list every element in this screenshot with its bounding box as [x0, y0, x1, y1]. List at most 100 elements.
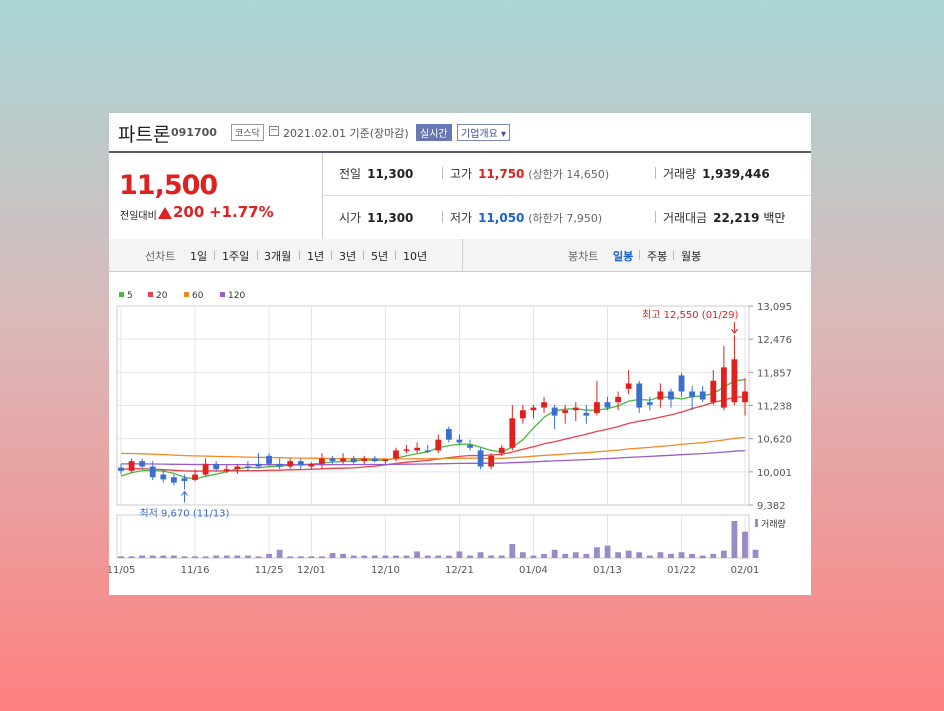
tab-10years[interactable]: 10년 — [403, 250, 428, 263]
candle-body — [234, 466, 241, 470]
divider — [462, 239, 463, 271]
legend-label: 20 — [156, 291, 168, 301]
candle-body — [255, 463, 262, 467]
candle-body — [488, 455, 495, 467]
divider — [363, 250, 364, 260]
tab-3years[interactable]: 3년 — [339, 250, 357, 263]
volume-bar — [371, 555, 378, 558]
volume-bar — [350, 555, 357, 558]
candle-body — [308, 463, 315, 467]
tab-1year[interactable]: 1년 — [307, 250, 325, 263]
volume-bar — [456, 551, 463, 558]
candle-body — [678, 375, 685, 392]
low-arrow-head — [181, 490, 188, 496]
x-tick-label: 11/05 — [109, 565, 135, 576]
low-value: 11,050 — [478, 211, 525, 225]
amount-value: 22,219 — [713, 211, 760, 225]
tab-1week[interactable]: 1주일 — [222, 250, 250, 263]
candle-body — [742, 391, 748, 403]
candle-body — [604, 402, 611, 408]
candle-body — [192, 474, 198, 480]
tab-monthly[interactable]: 월봉 — [681, 250, 702, 263]
volume-bar — [160, 555, 167, 558]
date-value: 2021.02.01 — [283, 127, 346, 140]
legend-label: 5 — [127, 291, 133, 301]
volume-bar — [361, 555, 368, 558]
high-arrow-head — [731, 328, 738, 335]
volume-bar — [530, 555, 537, 558]
day-low: 저가 11,050 (하한가 7,950) — [450, 209, 602, 226]
x-tick-label: 11/25 — [255, 565, 284, 576]
tab-3months[interactable]: 3개월 — [264, 250, 292, 263]
volume-bar — [276, 549, 283, 558]
x-tick-label: 01/04 — [519, 565, 548, 576]
stock-header: 파트론 091700 코스닥 2021.02.01 기준(장마감) 실시간 기업… — [109, 113, 811, 153]
candle-body — [615, 396, 621, 403]
candle-body — [245, 466, 251, 469]
ma20-line — [120, 395, 746, 472]
divider — [299, 250, 300, 260]
candle-body — [424, 450, 431, 452]
divider — [322, 195, 811, 196]
realtime-button[interactable]: 실시간 — [416, 124, 452, 141]
candle-body — [350, 458, 357, 463]
divider — [655, 211, 656, 223]
volume-bar — [562, 553, 569, 558]
y-tick-label: 11,857 — [757, 368, 792, 379]
candle-body — [720, 367, 727, 408]
candle-body — [202, 463, 209, 475]
high-label: 고가 — [450, 167, 473, 181]
volume-bar — [308, 556, 315, 558]
x-tick-label: 11/16 — [181, 565, 210, 576]
volume-bar — [297, 556, 304, 558]
candle-body — [340, 458, 347, 462]
upper-limit: (상한가 14,650) — [528, 168, 610, 181]
tab-1day[interactable]: 1일 — [190, 250, 208, 263]
volume-bar — [149, 555, 156, 558]
volume-bar — [742, 531, 748, 558]
volume-legend-swatch — [755, 519, 758, 527]
divider — [395, 250, 396, 260]
company-info-button[interactable]: 기업개요 ▾ — [457, 124, 511, 141]
day-high: 고가 11,750 (상한가 14,650) — [450, 165, 609, 182]
x-tick-label: 01/22 — [667, 565, 696, 576]
volume-bar — [720, 550, 727, 558]
volume-bar — [541, 553, 547, 558]
candle-body — [128, 461, 135, 471]
candle-body — [139, 461, 146, 467]
volume-bar — [424, 555, 431, 558]
trade-amount: 거래대금 22,219 백만 — [663, 209, 785, 226]
volume-bar — [435, 555, 442, 558]
y-tick-label: 13,095 — [757, 302, 792, 313]
candle-body — [509, 418, 516, 448]
candle-body — [689, 391, 696, 397]
divider — [655, 167, 656, 179]
volume-bar — [139, 555, 146, 558]
candle-body — [276, 463, 283, 467]
volume-bar — [731, 521, 738, 558]
legend-label: 120 — [228, 291, 245, 301]
candle-body — [403, 449, 410, 451]
divider — [331, 250, 332, 260]
candle-body — [393, 450, 399, 459]
candle-body — [371, 458, 378, 462]
volume-bar — [382, 555, 389, 558]
x-tick-label: 01/13 — [593, 565, 622, 576]
prev-close: 전일 11,300 — [339, 165, 413, 182]
y-tick-label: 9,382 — [757, 501, 786, 512]
divider — [257, 250, 258, 260]
tab-5years[interactable]: 5년 — [371, 250, 389, 263]
high-annotation: 최고 12,550 (01/29) — [642, 309, 738, 321]
volume-bar — [245, 555, 251, 558]
candle-body — [498, 447, 505, 454]
candle-body — [583, 412, 590, 416]
candle-body — [699, 391, 706, 400]
volume-bar — [572, 552, 579, 558]
candle-body — [170, 477, 177, 483]
tab-weekly[interactable]: 주봉 — [647, 250, 668, 263]
tab-daily[interactable]: 일봉 — [613, 250, 634, 263]
legend-swatch — [184, 292, 189, 297]
candle-body — [382, 459, 389, 462]
candle-body — [668, 391, 674, 400]
candle-body — [710, 380, 717, 403]
